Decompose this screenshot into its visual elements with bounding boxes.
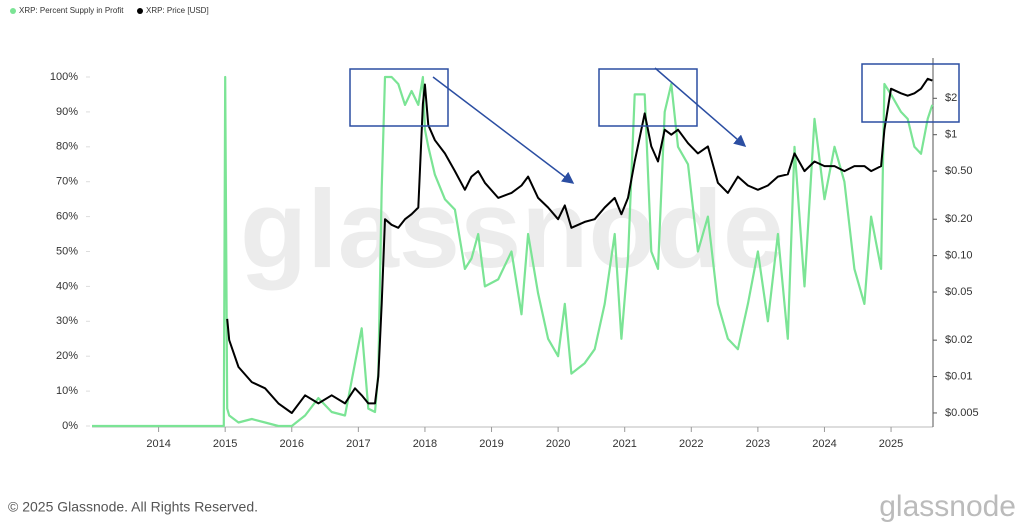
legend-swatch	[10, 8, 16, 14]
y2-tick-label: $0.50	[945, 165, 973, 177]
y-tick-label: 90%	[56, 106, 78, 118]
highlight-box	[861, 63, 960, 123]
x-tick-label: 2025	[879, 438, 903, 450]
y-tick-label: 80%	[56, 141, 78, 153]
x-tick-label: 2021	[612, 438, 636, 450]
y-tick-label: 60%	[56, 211, 78, 223]
y2-tick-label: $0.20	[945, 213, 973, 225]
y2-tick-label: $0.02	[945, 334, 973, 346]
y-tick-label: 30%	[56, 315, 78, 327]
x-tick-label: 2018	[413, 438, 437, 450]
y-tick-label: 70%	[56, 176, 78, 188]
watermark: glassnode	[240, 168, 784, 291]
series-line	[226, 77, 933, 414]
y-tick-label: 100%	[50, 71, 78, 83]
x-tick-label: 2020	[546, 438, 570, 450]
y2-tick-label: $2	[945, 92, 957, 104]
y2-tick-label: $1	[945, 129, 957, 141]
x-tick-label: 2015	[213, 438, 237, 450]
x-tick-label: 2017	[346, 438, 370, 450]
y2-tick-label: $0.005	[945, 407, 979, 419]
legend-label: XRP: Percent Supply in Profit	[19, 6, 124, 15]
y-tick-label: 20%	[56, 350, 78, 362]
y-tick-label: 10%	[56, 385, 78, 397]
y-tick-label: 40%	[56, 280, 78, 292]
highlight-box	[598, 68, 698, 127]
highlight-box	[349, 68, 449, 127]
x-tick-label: 2023	[746, 438, 770, 450]
plot-area: 0% 10% 20% 30% 40% 50% 60% 70% 80% 90% 100% $0.005 $…	[50, 58, 979, 450]
x-tick-label: 2019	[479, 438, 503, 450]
series-line	[92, 75, 934, 428]
x-tick-label: 2024	[812, 438, 836, 450]
y2-tick-label: $0.01	[945, 370, 973, 382]
y-tick-label: 50%	[56, 245, 78, 257]
x-tick-label: 2016	[280, 438, 304, 450]
legend-swatch	[137, 8, 143, 14]
logo: glassnode	[879, 490, 1016, 523]
legend-label: XRP: Price [USD]	[146, 6, 209, 15]
copyright: © 2025 Glassnode. All Rights Reserved.	[8, 499, 258, 515]
trend-arrow	[654, 67, 747, 147]
y2-tick-label: $0.05	[945, 286, 973, 298]
trend-arrow	[432, 76, 575, 184]
x-tick-label: 2014	[146, 438, 170, 450]
y2-tick-label: $0.10	[945, 250, 973, 262]
y-tick-label: 0%	[62, 420, 78, 432]
x-tick-label: 2022	[679, 438, 703, 450]
